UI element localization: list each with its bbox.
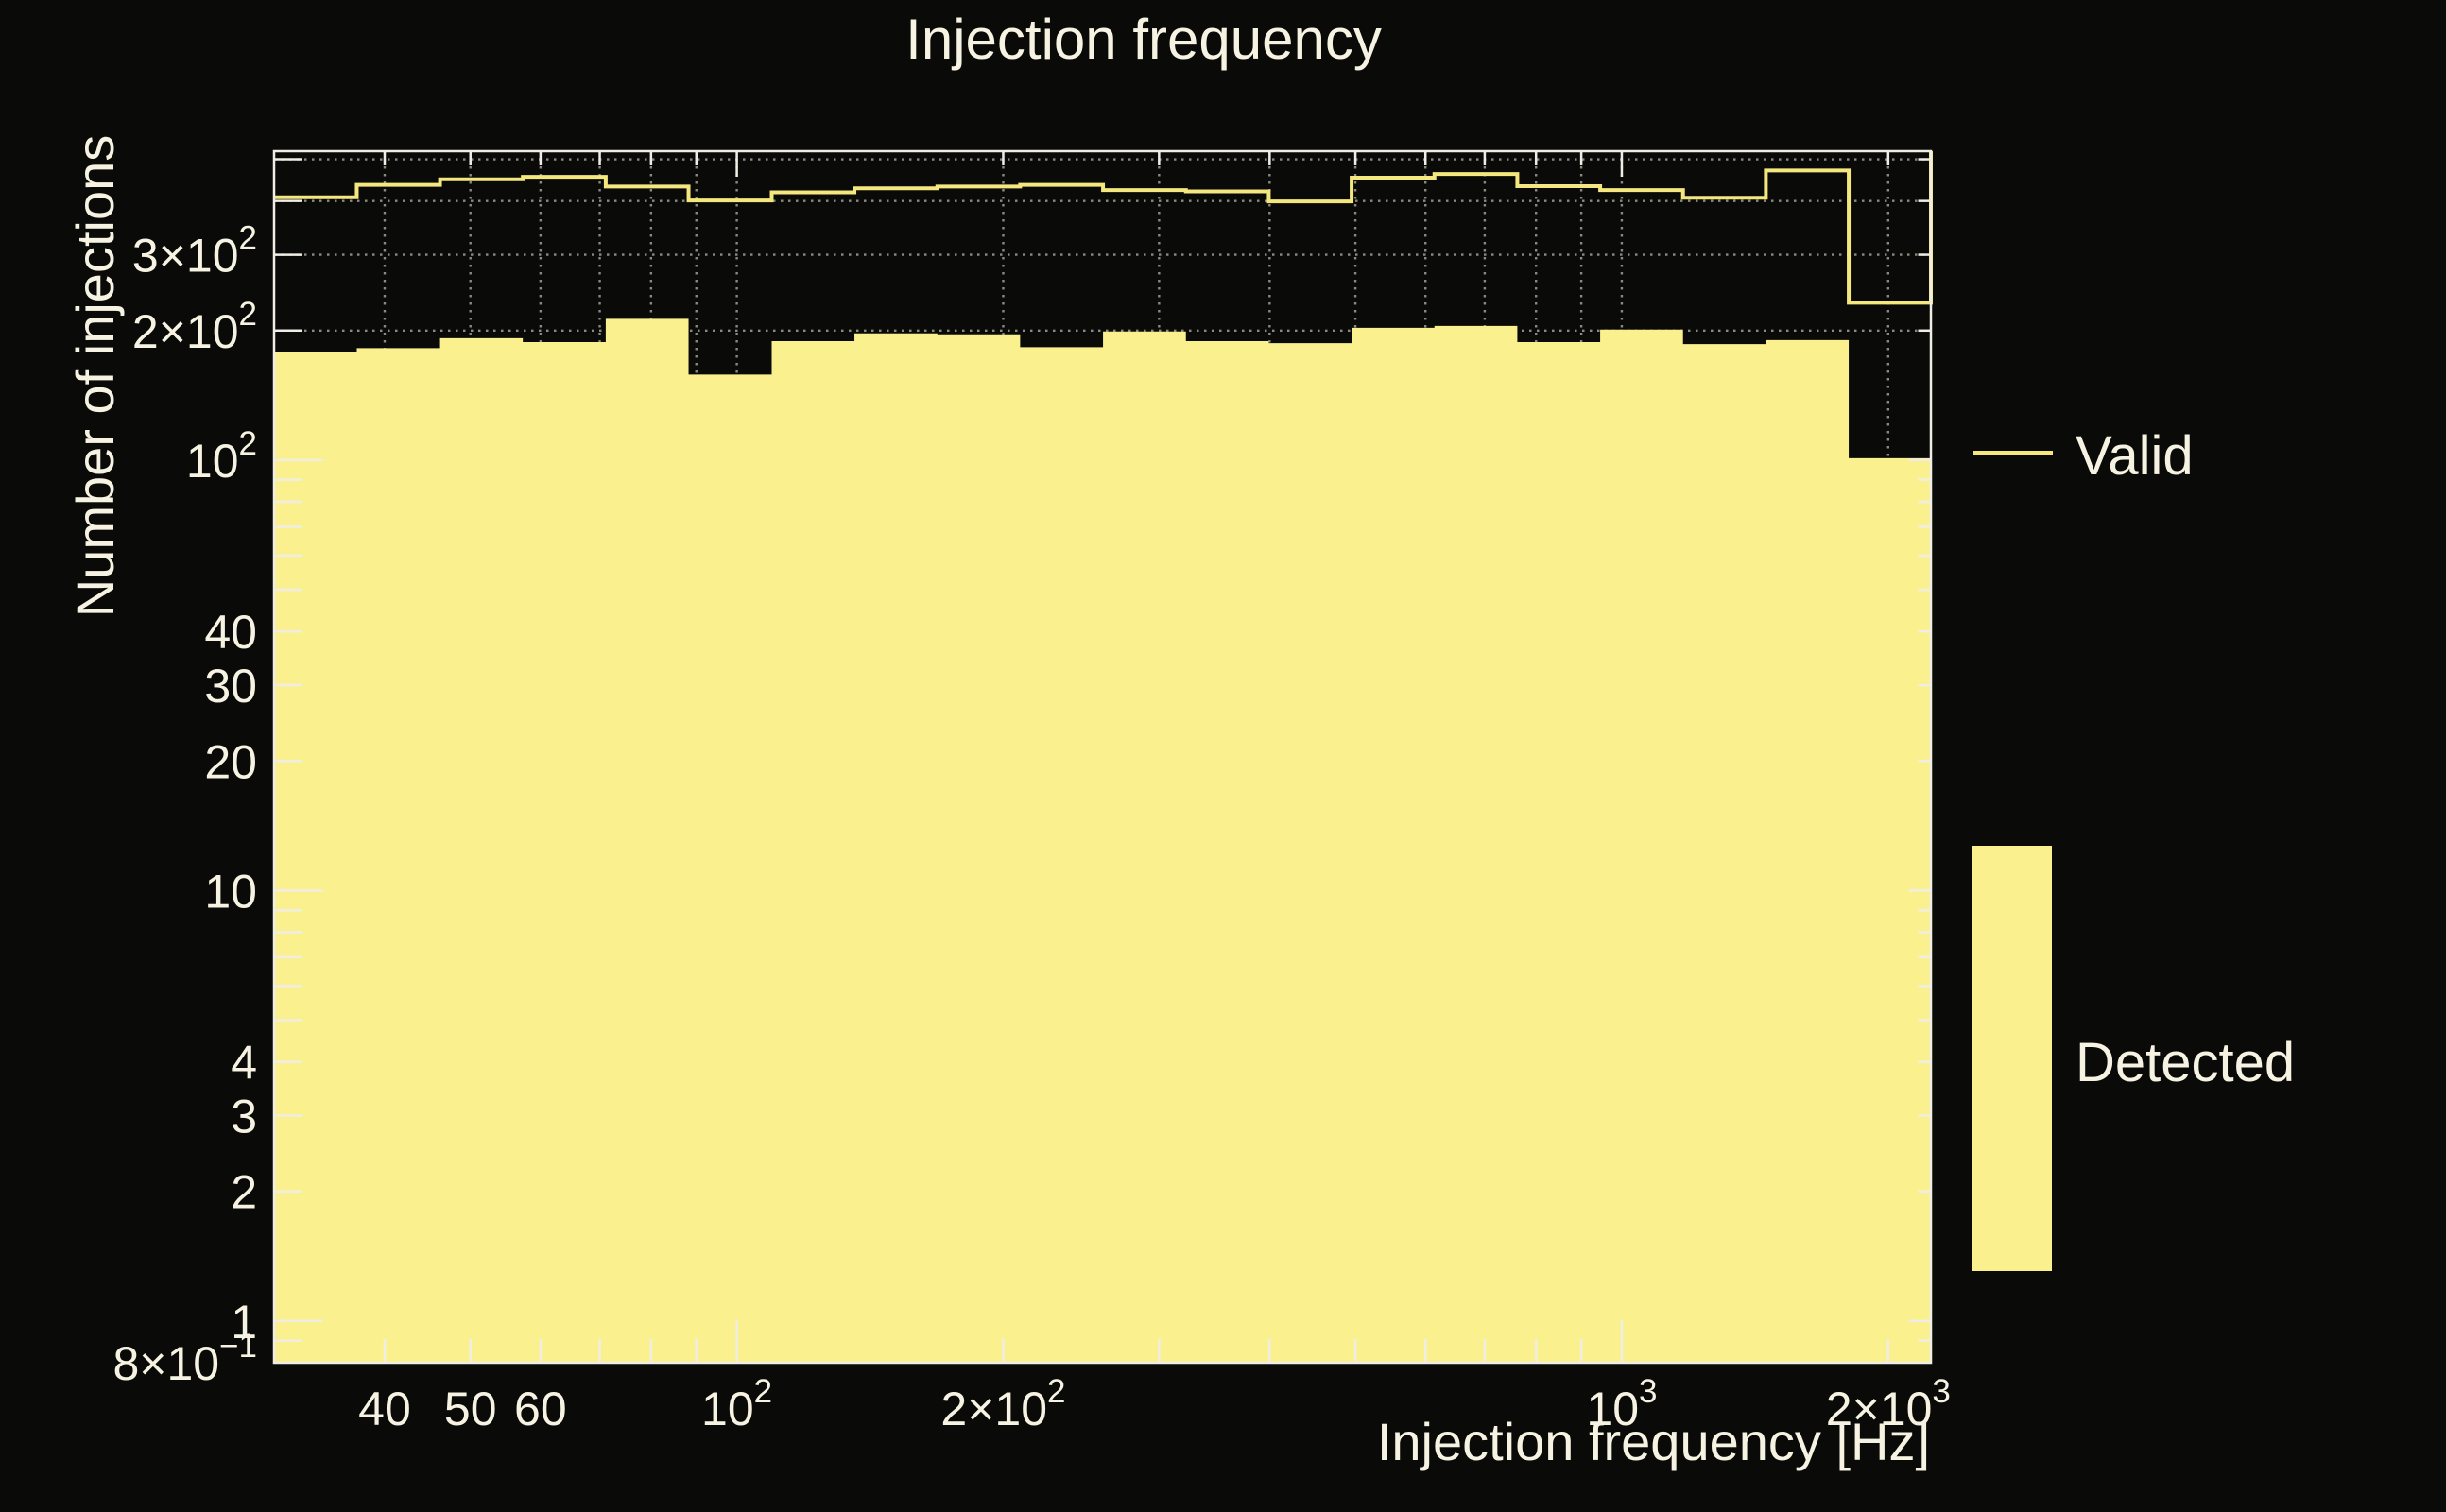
- y-tick-label: 2×102: [132, 296, 257, 358]
- detected-fill-series: [274, 318, 1931, 1363]
- y-tick-label: 3: [231, 1091, 257, 1143]
- x-tick-label: 103: [1586, 1373, 1657, 1435]
- y-tick-label: 3×102: [132, 220, 257, 283]
- x-tick-label: 102: [701, 1373, 772, 1435]
- legend-detected-label: Detected: [2076, 1032, 2295, 1093]
- plot-frame: [272, 149, 1933, 1365]
- y-tick-label: 20: [204, 735, 257, 788]
- tick-labels-layer: 40 50 60 102 2×102 103 2×1038×10−1123410203040…: [112, 220, 1950, 1435]
- y-tick-label: 8×10−1: [112, 1328, 257, 1390]
- x-tick-label: 2×103: [1826, 1373, 1951, 1435]
- y-tick-label: 40: [204, 606, 257, 659]
- x-tick-label: 2×102: [940, 1373, 1065, 1435]
- y-tick-label: 2: [231, 1166, 257, 1219]
- x-tick-label: 60: [514, 1383, 567, 1435]
- y-tick-label: 102: [186, 425, 257, 488]
- y-tick-label: 4: [231, 1037, 257, 1090]
- legend-detected-box-swatch: [1972, 846, 2052, 1271]
- y-axis-title: Number of injections: [65, 135, 125, 617]
- tick-marks-layer: [274, 151, 1931, 1363]
- y-tick-label: 10: [204, 865, 257, 918]
- series-layer: [274, 151, 1933, 1363]
- x-tick-label: 40: [358, 1383, 411, 1435]
- y-tick-label: 30: [204, 660, 257, 713]
- y-tick-label: 1: [231, 1296, 257, 1349]
- valid-line-series: [274, 151, 1933, 305]
- chart-title: Injection frequency: [905, 8, 1382, 71]
- text-layer: Injection frequency Injection frequency …: [65, 8, 1930, 1471]
- legend-valid-label: Valid: [2076, 425, 2194, 487]
- x-tick-label: 50: [444, 1383, 497, 1435]
- x-axis-title: Injection frequency [Hz]: [1377, 1412, 1930, 1471]
- legend: Valid Detected: [1972, 425, 2295, 1271]
